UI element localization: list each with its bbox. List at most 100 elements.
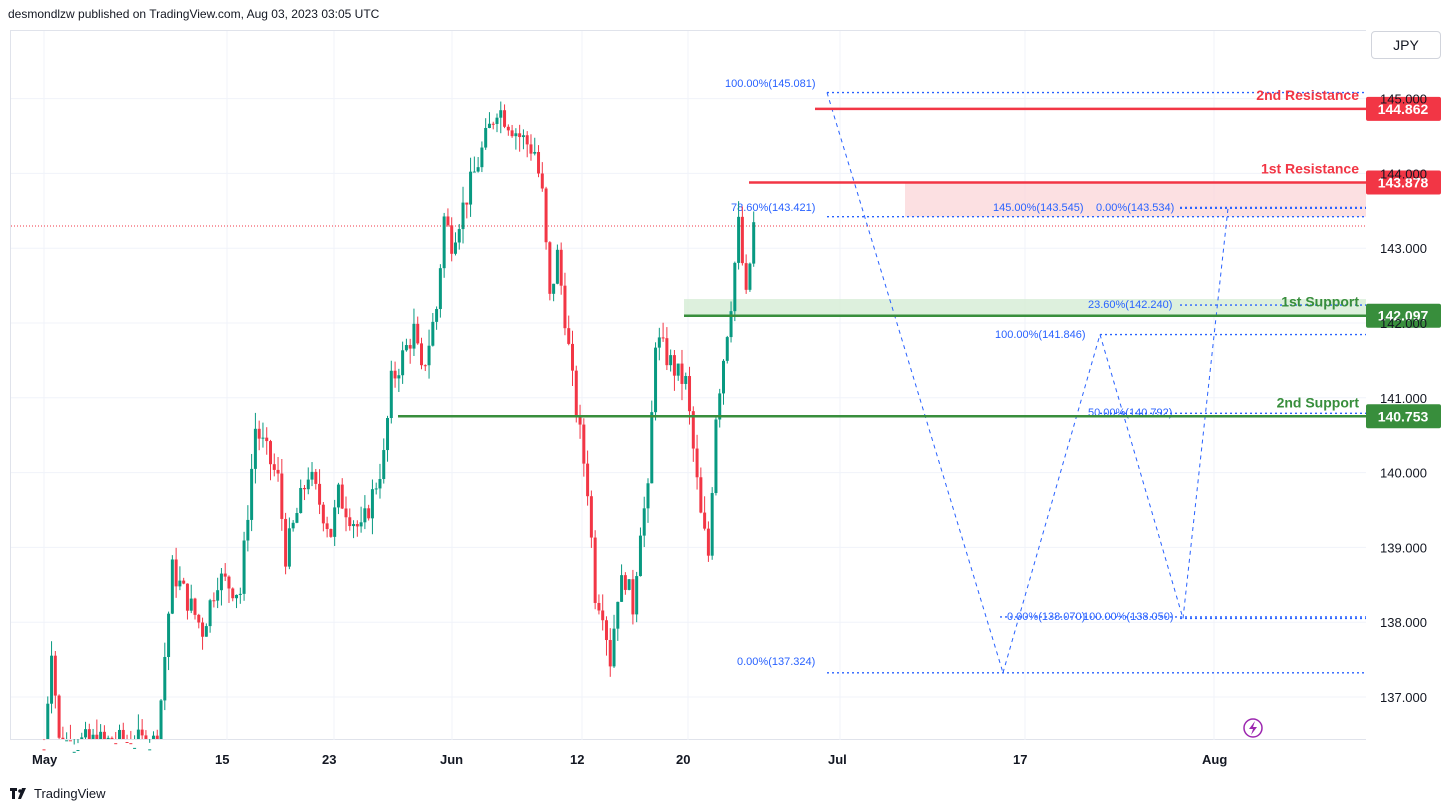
fib-label: 100.00%(145.081) [725, 78, 816, 90]
price-tag-text: 140.753 [1378, 408, 1429, 424]
footer-brand[interactable]: TradingView [10, 786, 106, 801]
candle-body [50, 655, 54, 704]
fib-label: 0.00%(138.070) [1007, 611, 1085, 623]
candle-body [250, 468, 254, 520]
fib-label: 78.60%(143.421) [731, 202, 815, 214]
candle-body [623, 575, 627, 590]
candle-body [597, 602, 601, 611]
candle-body [393, 370, 397, 379]
candle-body [253, 428, 257, 469]
candle-body [136, 729, 140, 739]
fib-label: 0.00%(137.324) [737, 656, 815, 668]
candle-body [208, 600, 212, 627]
candle-body [589, 496, 593, 538]
candle-body [438, 268, 442, 310]
publish-header: desmondlzw published on TradingView.com,… [8, 7, 380, 21]
candle-body [310, 471, 314, 480]
candle-body [521, 135, 525, 138]
candle-body [378, 479, 382, 489]
candle-body [318, 483, 322, 505]
candle-body [80, 737, 84, 739]
candle-body [616, 601, 620, 629]
candle-body [295, 513, 299, 523]
candle-body [642, 508, 646, 536]
candle-body [555, 249, 559, 284]
candle-body [729, 311, 733, 338]
currency-button[interactable]: JPY [1371, 31, 1441, 59]
candle-body [53, 655, 57, 696]
fib-label: 145.00%(143.545) [993, 202, 1084, 214]
candle-body [159, 700, 163, 739]
candle-body [499, 110, 503, 118]
candle-body [193, 598, 197, 615]
candle-body [106, 737, 110, 739]
fib-swing-line [826, 92, 1004, 673]
candle-body [714, 419, 718, 494]
candle-body [427, 345, 431, 366]
candle-body [65, 740, 69, 742]
candle-body [302, 487, 306, 490]
candle-body [540, 173, 544, 189]
level-label: 1st Support [1281, 294, 1359, 310]
level-label: 1st Resistance [1261, 161, 1359, 177]
price-tag [1366, 170, 1441, 195]
candle-body [216, 590, 220, 601]
candle-body [574, 370, 578, 417]
fibonacci-lines: 100.00%(145.081) 78.60%(143.421) 0.00%(137… [11, 78, 1366, 674]
candle-body [189, 598, 193, 611]
candle-body [638, 535, 642, 577]
candle-body [706, 528, 710, 556]
candle-body [710, 493, 714, 556]
candle-body [472, 171, 476, 173]
candle-body [495, 117, 499, 124]
candle-body [665, 338, 669, 366]
candle-body [650, 412, 654, 484]
y-tick-label: 141.000 [1380, 391, 1427, 406]
candle-body [284, 518, 288, 567]
candle-body [99, 731, 103, 739]
candle-body [287, 528, 291, 567]
fib-label: 23.60%(142.240) [1088, 299, 1172, 311]
lightning-icon[interactable] [1243, 718, 1263, 738]
candle-body [144, 735, 148, 739]
candle-body [333, 507, 337, 537]
y-axis: 145.000 144.000 143.000 142.000 141.000 140.0… [1380, 92, 1427, 705]
support-zone [684, 299, 1366, 316]
fib-label: 100.00%(141.846) [995, 329, 1086, 341]
candle-body [465, 202, 469, 205]
candle-body [450, 225, 454, 254]
candle-body [386, 418, 390, 451]
candle-body [737, 216, 741, 263]
y-tick-label: 145.000 [1380, 92, 1427, 107]
candle-body [280, 473, 284, 519]
price-tag-text: 143.878 [1378, 175, 1429, 191]
price-tag [1366, 404, 1441, 429]
candle-body [691, 411, 695, 449]
candle-body [57, 695, 61, 738]
candle-body [435, 309, 439, 322]
candle-body [321, 504, 325, 524]
candle-body [703, 512, 707, 529]
candle-body [257, 428, 261, 439]
candle-body [46, 703, 50, 739]
candle-body [657, 337, 661, 348]
candle-body [129, 743, 133, 745]
candle-body [355, 524, 359, 527]
candle-body [518, 133, 522, 138]
candle-body [604, 620, 608, 641]
footer-brand-text: TradingView [34, 786, 106, 801]
candle-body [525, 135, 529, 145]
candle-body [167, 613, 171, 658]
candle-body [446, 216, 450, 226]
candle-body [140, 729, 144, 736]
y-tick-label: 138.000 [1380, 615, 1427, 630]
x-axis: May 15 23 Jun 12 20 Jul 17 Aug [32, 752, 1227, 767]
fib-swing-line [1099, 334, 1184, 619]
x-tick-label: 12 [570, 752, 584, 767]
candle-body [197, 614, 201, 623]
candle-body [672, 355, 676, 376]
candle-body [476, 167, 480, 172]
candle-body [412, 323, 416, 349]
candle-body [533, 151, 537, 154]
